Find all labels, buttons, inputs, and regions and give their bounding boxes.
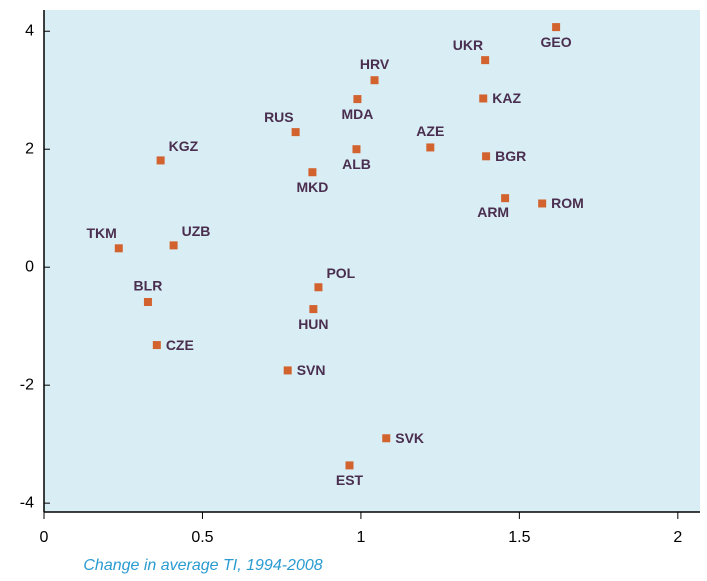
point-label: ROM [551, 195, 584, 211]
point [353, 95, 362, 104]
point-label: MKD [296, 179, 328, 195]
x-tick-label: 1.5 [508, 529, 530, 546]
x-tick-label: 2 [673, 529, 682, 546]
point [426, 143, 435, 152]
point-label: KAZ [492, 90, 521, 106]
point-label: ARM [477, 204, 509, 220]
point-label: RUS [264, 109, 294, 125]
point-label: EST [336, 472, 364, 488]
point [169, 241, 178, 250]
point [143, 297, 152, 306]
point [114, 244, 123, 253]
point-label: HRV [360, 56, 390, 72]
x-axis-title: Change in average TI, 1994-2008 [83, 557, 322, 574]
point [308, 168, 317, 177]
point-label: POL [326, 265, 355, 281]
point-label: AZE [416, 123, 444, 139]
point-label: BGR [495, 148, 526, 164]
point [283, 366, 292, 375]
y-tick-label: 0 [25, 258, 34, 275]
point [152, 341, 161, 350]
point-label: GEO [541, 34, 572, 50]
point-label: CZE [166, 337, 194, 353]
point [314, 283, 323, 292]
y-tick-label: -2 [20, 376, 34, 393]
point-label: BLR [134, 278, 163, 294]
point-label: SVN [297, 362, 326, 378]
point [291, 128, 300, 137]
x-tick-label: 0 [40, 529, 49, 546]
point [370, 76, 379, 85]
point [501, 194, 510, 203]
point-label: HUN [298, 316, 328, 332]
point-label: TKM [86, 225, 116, 241]
point-label: UKR [453, 37, 483, 53]
point [345, 461, 354, 470]
point-label: ALB [342, 156, 371, 172]
point [481, 56, 490, 65]
point-label: UZB [182, 223, 211, 239]
x-tick-label: 1 [356, 529, 365, 546]
plot-area [44, 10, 700, 512]
y-tick-label: 4 [25, 22, 34, 39]
x-tick-label: 0.5 [191, 529, 213, 546]
point-label: SVK [395, 430, 424, 446]
point [156, 156, 165, 165]
y-tick-label: -4 [20, 494, 34, 511]
point [538, 199, 547, 208]
y-tick-label: 2 [25, 140, 34, 157]
point [479, 94, 488, 103]
point [382, 434, 391, 443]
point-label: MDA [341, 106, 373, 122]
point-label: KGZ [169, 138, 199, 154]
point [482, 152, 491, 161]
point [352, 145, 361, 154]
point [552, 23, 561, 32]
point [309, 305, 318, 314]
